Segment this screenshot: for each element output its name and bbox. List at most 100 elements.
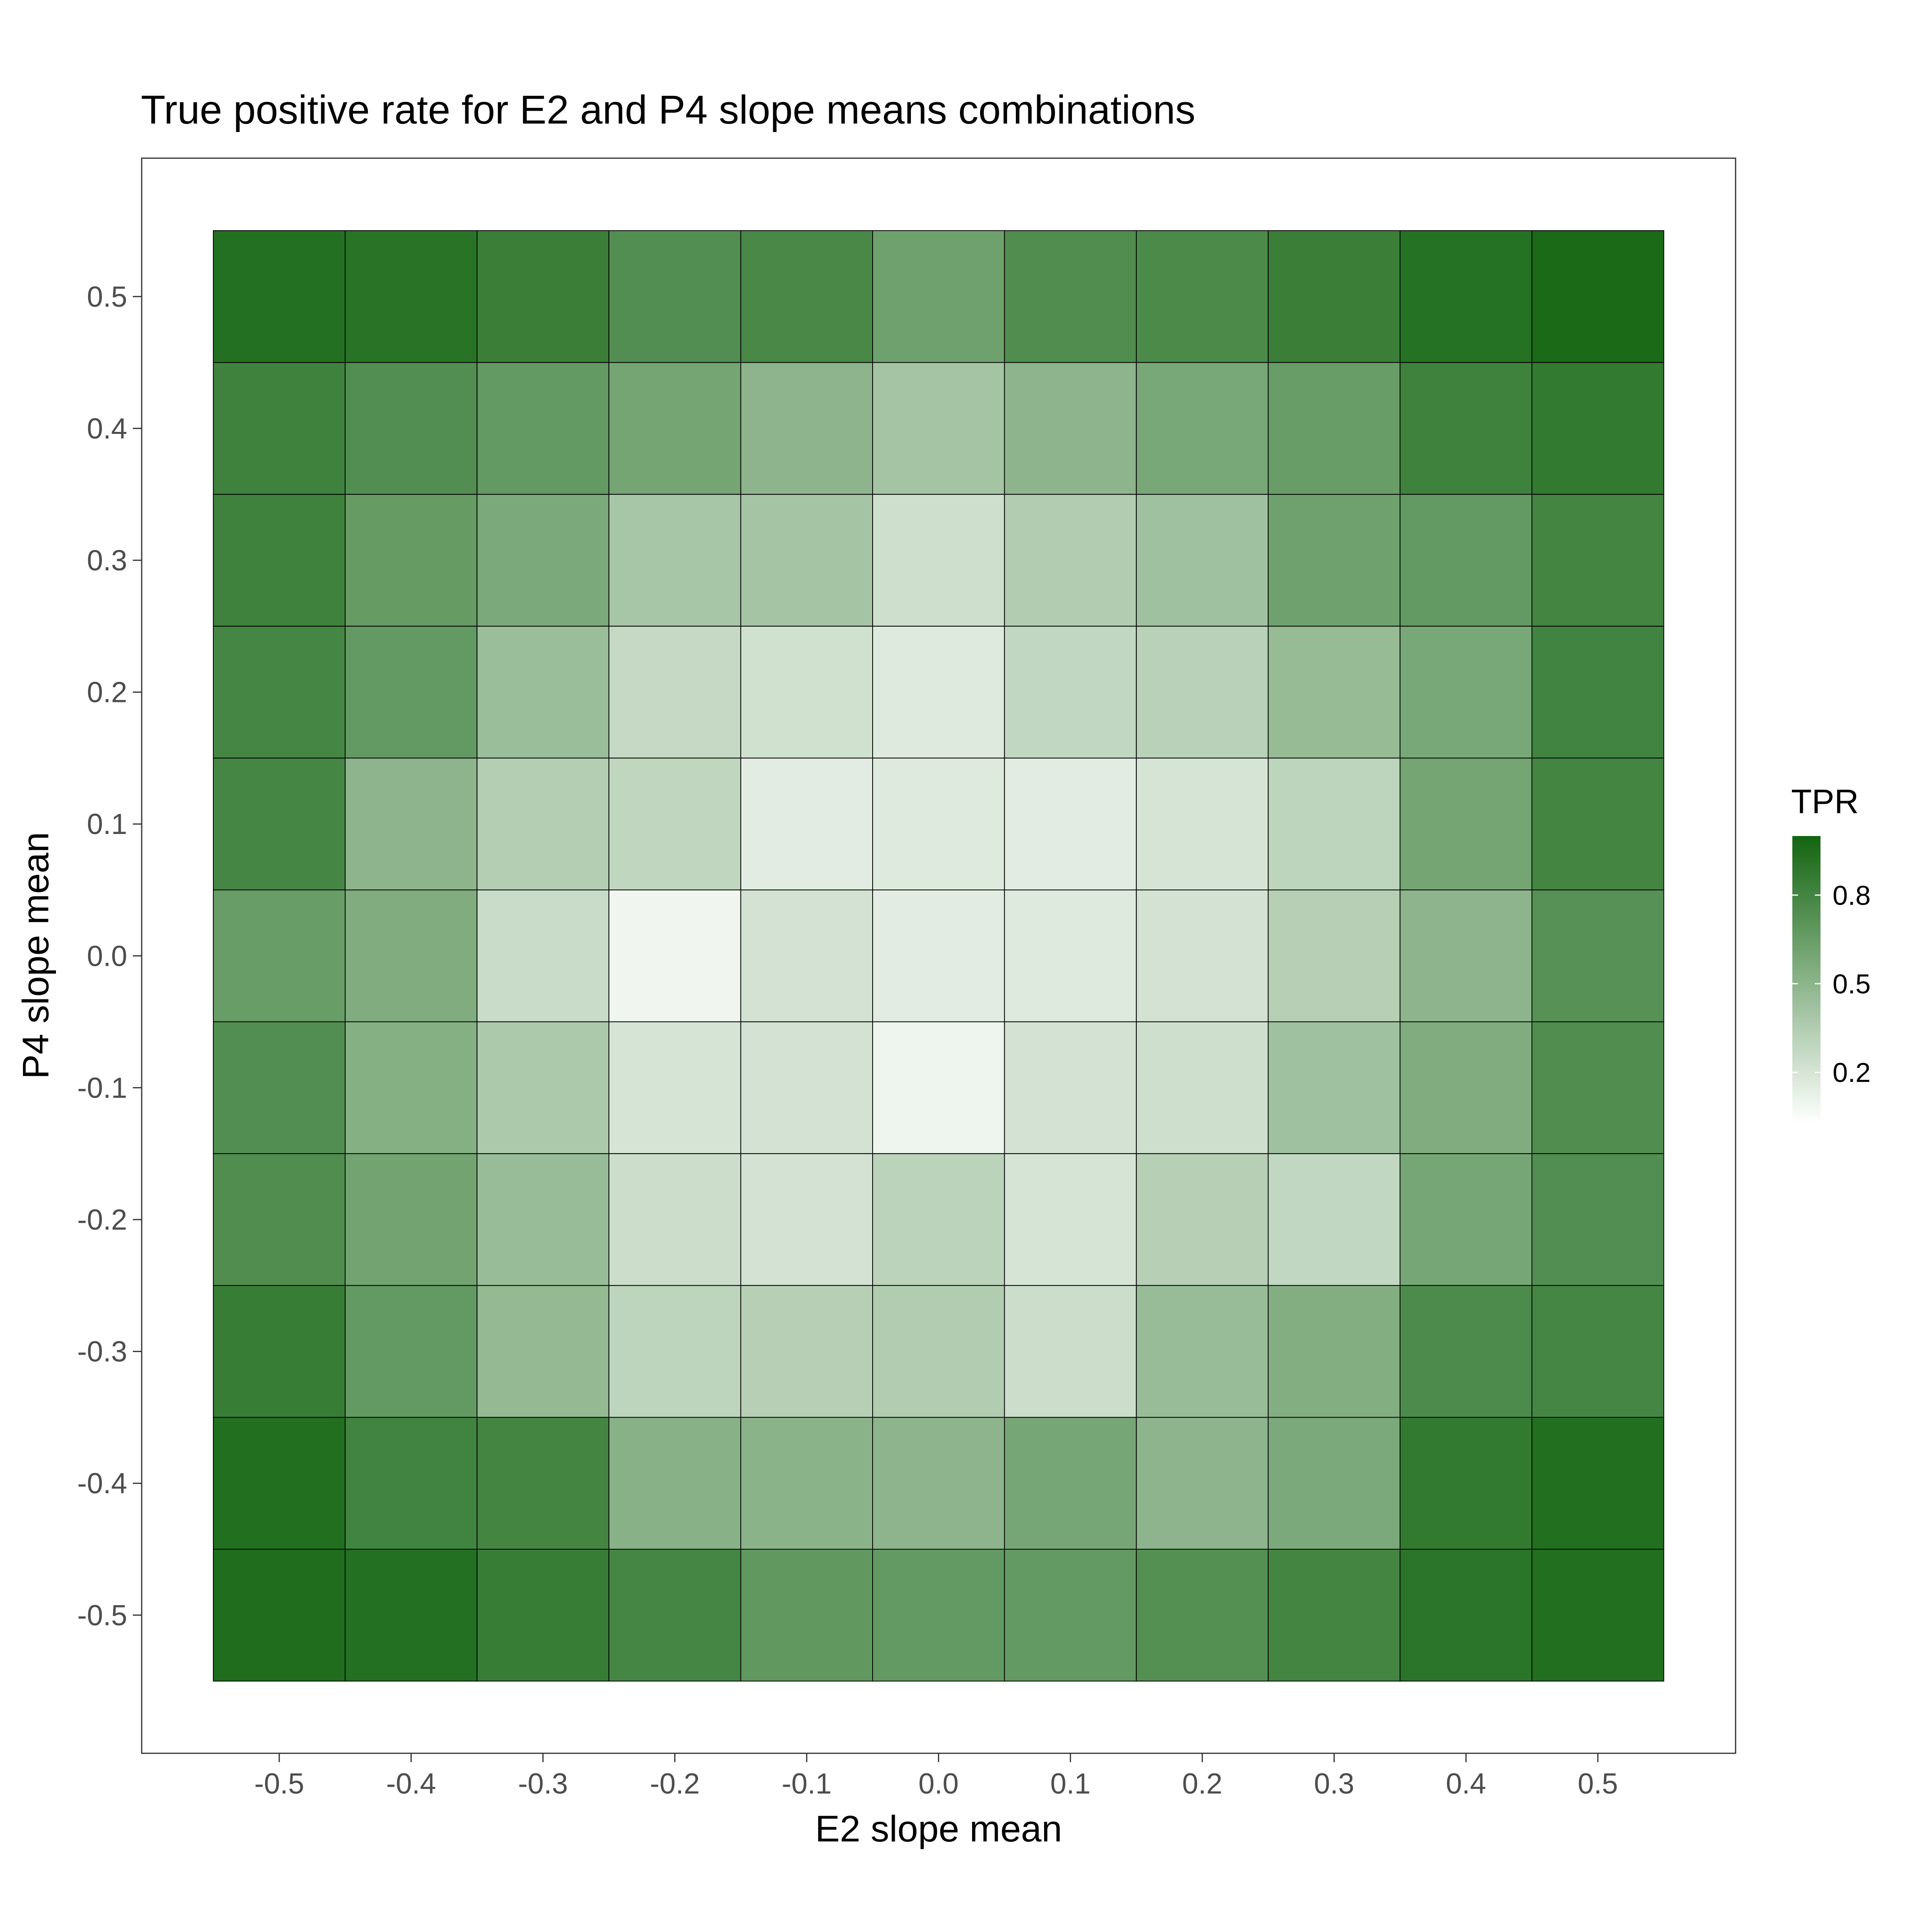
heatmap-cell xyxy=(1267,1417,1401,1550)
heatmap-cell xyxy=(608,1285,741,1418)
heatmap-cell xyxy=(872,1153,1005,1286)
heatmap-cell xyxy=(1532,230,1664,363)
y-tick-label: -0.3 xyxy=(77,1336,127,1368)
x-tick-label: 0.3 xyxy=(1314,1768,1354,1800)
x-tick-label: 0.5 xyxy=(1578,1768,1618,1800)
x-axis-ticks: -0.5 -0.4 -0.3 -0.2 -0.1 0.0 0.1 0.2 0.3 0.4 0.5 xyxy=(254,1753,1618,1800)
heatmap-cell xyxy=(1004,758,1137,891)
heatmap-cell xyxy=(608,758,741,891)
heatmap-cell xyxy=(740,230,873,363)
y-tick-label: -0.5 xyxy=(77,1600,127,1632)
heatmap-cell xyxy=(1532,758,1664,891)
heatmap-cell xyxy=(1267,1021,1401,1154)
heatmap-cell xyxy=(477,362,609,495)
chart-title: True positive rate for E2 and P4 slope m… xyxy=(141,87,1195,132)
heatmap-cell xyxy=(345,890,478,1022)
heatmap-cell xyxy=(477,1549,609,1682)
heatmap-cell xyxy=(1004,1021,1137,1154)
heatmap-cell xyxy=(1399,1549,1532,1682)
heatmap-cell xyxy=(740,1021,873,1154)
heatmap-cell xyxy=(213,1549,346,1682)
heatmap-cell xyxy=(1532,1417,1664,1550)
heatmap-cell xyxy=(608,230,741,363)
heatmap-cell xyxy=(1267,1549,1401,1682)
heatmap-cell xyxy=(1136,230,1269,363)
heatmap-cell xyxy=(1136,890,1269,1022)
heatmap-cell xyxy=(1267,758,1401,891)
heatmap-cell xyxy=(872,362,1005,495)
heatmap-cell xyxy=(740,758,873,891)
heatmap-cell xyxy=(345,625,478,759)
heatmap-cell xyxy=(1267,1285,1401,1418)
y-tick-label: -0.1 xyxy=(77,1072,127,1104)
x-tick-label: 0.2 xyxy=(1182,1768,1222,1800)
heatmap-cell xyxy=(1004,230,1137,363)
heatmap-cell xyxy=(740,1285,873,1418)
heatmap-cell xyxy=(1136,758,1269,891)
heatmap-cell xyxy=(1267,230,1401,363)
heatmap-cell xyxy=(345,1549,478,1682)
heatmap-cell xyxy=(872,1021,1005,1154)
heatmap-cell xyxy=(213,362,346,495)
heatmap-cell xyxy=(1267,1153,1401,1286)
heatmap-cell xyxy=(608,1153,741,1286)
heatmap-cell xyxy=(1532,362,1664,495)
heatmap-cells xyxy=(213,230,1664,1682)
heatmap-cell xyxy=(213,1153,346,1286)
y-tick-label: -0.4 xyxy=(77,1468,127,1500)
heatmap-cell xyxy=(477,890,609,1022)
heatmap-cell xyxy=(740,625,873,759)
heatmap-cell xyxy=(1136,1285,1269,1418)
legend-title: TPR xyxy=(1791,782,1859,820)
x-tick-label: 0.4 xyxy=(1446,1768,1486,1800)
heatmap-cell xyxy=(1004,1153,1137,1286)
heatmap-cell xyxy=(1399,758,1532,891)
heatmap-cell xyxy=(740,362,873,495)
heatmap-cell xyxy=(1532,1153,1664,1286)
y-tick-label: 0.1 xyxy=(87,808,127,840)
heatmap-cell xyxy=(345,1153,478,1286)
heatmap-cell xyxy=(213,1285,346,1418)
heatmap-cell xyxy=(213,230,346,363)
y-tick-label: 0.5 xyxy=(87,281,127,313)
x-tick-label: -0.1 xyxy=(782,1768,832,1800)
heatmap-cell xyxy=(477,1021,609,1154)
heatmap-cell xyxy=(1399,890,1532,1022)
legend-tick-label: 0.2 xyxy=(1833,1057,1871,1088)
heatmap-cell xyxy=(1136,625,1269,759)
heatmap-cell xyxy=(740,1153,873,1286)
heatmap-cell xyxy=(345,362,478,495)
heatmap-cell xyxy=(345,230,478,363)
heatmap-cell xyxy=(608,890,741,1022)
heatmap-cell xyxy=(1136,494,1269,627)
heatmap-cell xyxy=(872,625,1005,759)
heatmap-cell xyxy=(213,625,346,759)
heatmap-cell xyxy=(872,758,1005,891)
heatmap-cell xyxy=(345,1285,478,1418)
x-tick-label: 0.0 xyxy=(919,1768,959,1800)
heatmap-cell xyxy=(872,1417,1005,1550)
y-tick-label: 0.0 xyxy=(87,940,127,972)
legend-tick-label: 0.5 xyxy=(1833,969,1871,999)
y-tick-label: 0.3 xyxy=(87,545,127,577)
heatmap-cell xyxy=(872,890,1005,1022)
heatmap-cell xyxy=(1136,1417,1269,1550)
heatmap-cell xyxy=(213,890,346,1022)
heatmap-cell xyxy=(1399,1285,1532,1418)
heatmap-cell xyxy=(1004,494,1137,627)
heatmap-cell xyxy=(1399,1417,1532,1550)
heatmap-cell xyxy=(1399,1021,1532,1154)
heatmap-cell xyxy=(608,625,741,759)
heatmap-cell xyxy=(213,758,346,891)
heatmap-cell xyxy=(1136,1549,1269,1682)
y-tick-label: 0.2 xyxy=(87,677,127,709)
x-tick-label: -0.2 xyxy=(650,1768,700,1800)
heatmap-cell xyxy=(1004,625,1137,759)
heatmap-cell xyxy=(477,1153,609,1286)
y-tick-label: -0.2 xyxy=(77,1204,127,1236)
heatmap-cell xyxy=(1532,1021,1664,1154)
heatmap-cell xyxy=(608,1417,741,1550)
heatmap-cell xyxy=(1004,890,1137,1022)
heatmap-cell xyxy=(872,230,1005,363)
